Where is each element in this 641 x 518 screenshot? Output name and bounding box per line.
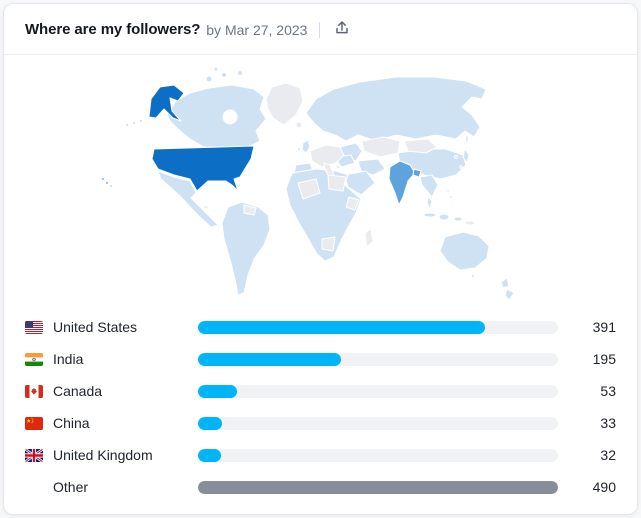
widget-title: Where are my followers? [25,21,201,38]
country-row: Canada 53 [25,375,616,407]
country-label: United Kingdom [53,447,153,463]
bar-track [198,480,558,494]
map-country-canada [166,84,267,148]
share-button[interactable] [332,18,352,41]
export-icon [334,20,350,39]
country-label: Canada [53,383,103,399]
country-row: China 33 [25,407,616,439]
map-country-alaska [148,84,185,122]
country-row: United Kingdom 32 [25,439,616,471]
country-label: India [53,351,84,367]
flag-cn [25,416,43,430]
bar-fill [198,384,237,398]
flag-ca [25,384,43,398]
followers-widget-card: Where are my followers? by Mar 27, 2023 [3,3,638,515]
map-country-greenland [265,82,304,126]
country-value: 490 [592,479,616,495]
country-row: United States 391 [25,311,616,343]
country-label: United States [53,319,138,335]
map-country-australia [439,231,490,271]
country-value: 33 [600,415,616,431]
map-country-russia [305,76,487,142]
map-country-new-guinea [464,220,476,226]
flag-in [25,352,43,366]
widget-byline: by Mar 27, 2023 [206,21,308,38]
map-country-india[interactable] [388,160,422,206]
map-country-united-states[interactable] [101,84,255,192]
bar-fill [198,448,222,462]
map-hawaii [101,177,105,181]
header-divider [319,21,321,38]
flag-gb [25,448,43,462]
bar-fill [198,352,342,366]
map-country-new-zealand [500,277,510,289]
bar-track [198,320,558,334]
country-row: India 195 [25,343,616,375]
bar-fill [198,320,486,334]
country-list: United States 391 India 195 Canada 53 Ch… [4,307,637,514]
map-region-gray[interactable] [243,82,476,252]
widget-header: Where are my followers? by Mar 27, 2023 [4,4,637,55]
bar-fill [198,480,558,494]
country-label: Other [53,479,89,495]
map-country-mexico [157,170,219,228]
flag-none [25,481,43,494]
country-value: 53 [600,383,616,399]
flag-us [25,320,43,334]
bar-track [198,352,558,366]
map-country-madagascar [364,228,374,248]
map-country-usa-mainland [151,145,255,192]
country-value: 195 [592,351,616,367]
bar-track [198,448,558,462]
map-country-south-america [221,201,271,296]
map-region-central-europe [309,144,345,168]
map-country-indochina [419,174,439,198]
bar-fill [198,416,223,430]
map-country-mongolia [403,138,438,154]
map-country-saudi-arabia [343,170,376,196]
world-map[interactable] [4,55,637,307]
country-value: 391 [592,319,616,335]
map-country-japan [462,148,470,164]
country-label: China [53,415,90,431]
map-country-united-kingdom [301,139,311,154]
bar-track [198,384,558,398]
country-value: 32 [600,447,616,463]
map-country-kazakhstan [361,136,401,158]
country-row: Other 490 [25,471,616,503]
bar-track [198,416,558,430]
